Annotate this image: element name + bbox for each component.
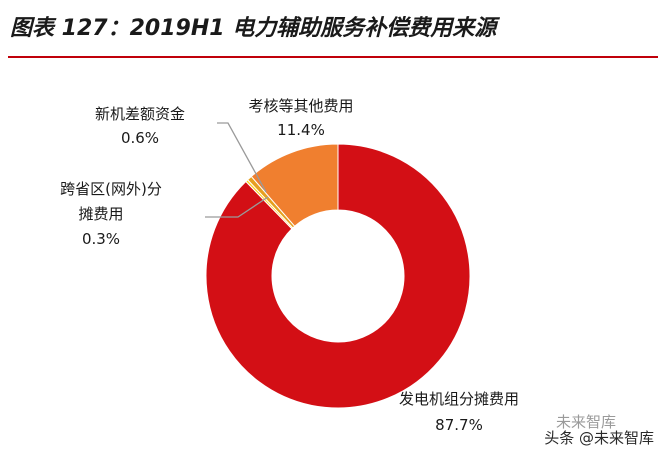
label-cross-province-1: 跨省区(网外)分 [60, 180, 162, 198]
title-bar: 图表 127：2019H1 电力辅助服务补偿费用来源 [0, 0, 666, 58]
label-generator: 发电机组分摊费用 [399, 390, 519, 408]
value-new-unit: 0.6% [121, 129, 159, 147]
value-cross-province: 0.3% [82, 230, 120, 248]
value-other-fees: 11.4% [277, 121, 325, 139]
title-underline [8, 56, 658, 58]
label-cross-province-2: 摊费用 [78, 205, 123, 223]
watermark: 头条 @未来智库 [544, 427, 654, 448]
watermark-handle: @未来智库 [578, 429, 654, 447]
slice-0 [205, 143, 471, 409]
leader-line-cross-province [205, 196, 269, 218]
label-other-fees: 考核等其他费用 [248, 97, 353, 115]
value-generator: 87.7% [435, 416, 483, 434]
label-new-unit: 新机差额资金 [95, 105, 185, 123]
donut-slices [205, 143, 471, 409]
watermark-prefix: 头条 [544, 429, 575, 447]
watermark-logo: 未来智库 [555, 413, 616, 431]
slice-3 [250, 143, 339, 227]
leader-line-new-unit [217, 122, 267, 193]
chart-title: 图表 127：2019H1 电力辅助服务补偿费用来源 [10, 16, 497, 41]
